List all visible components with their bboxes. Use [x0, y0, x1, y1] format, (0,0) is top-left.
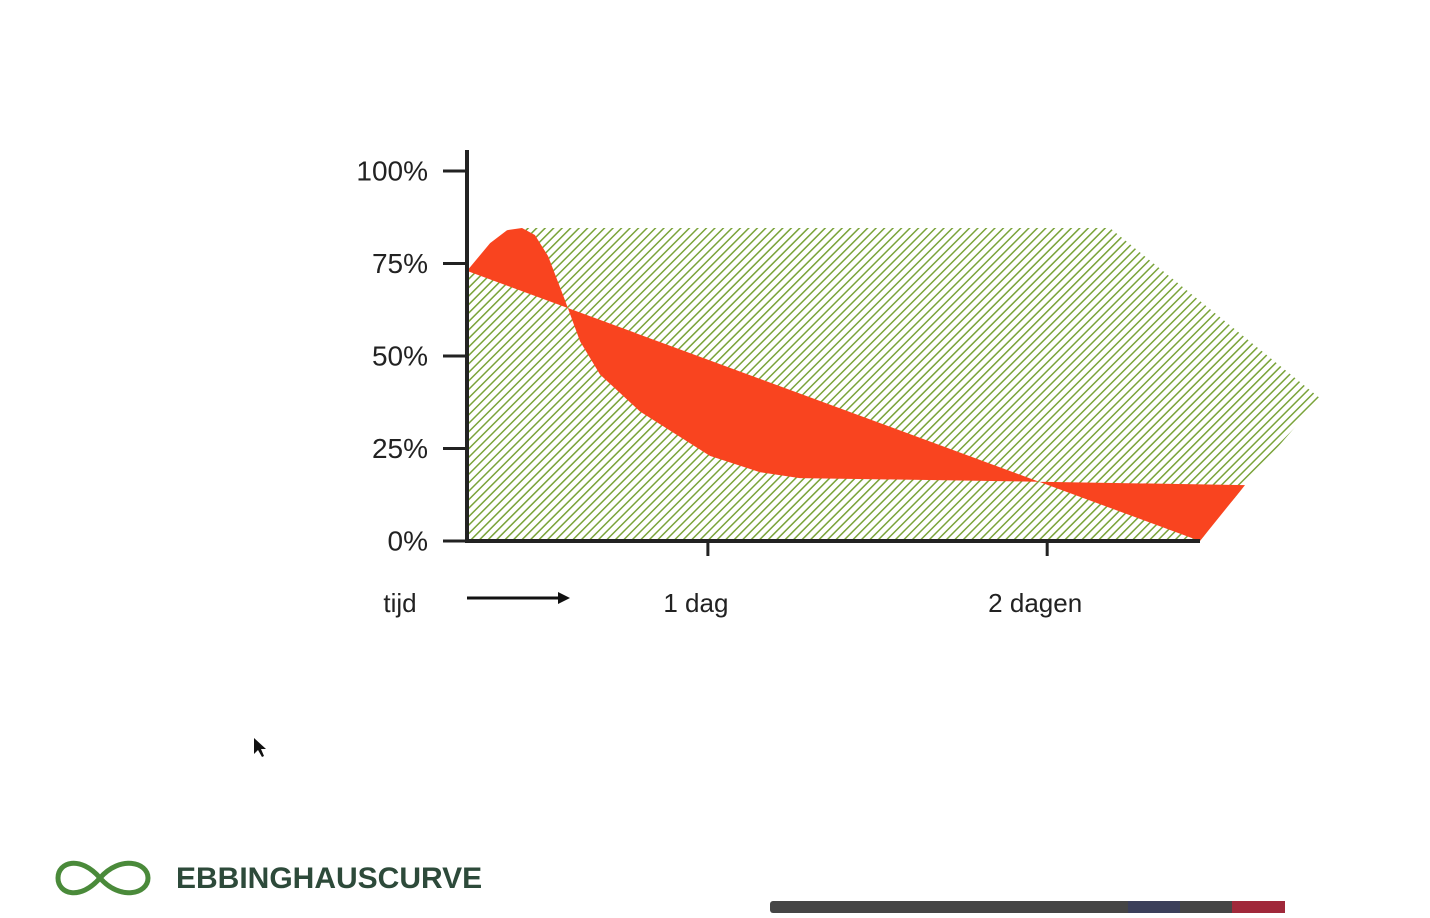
area: [467, 228, 1320, 541]
x-axis-label: tijd: [383, 588, 416, 618]
y-tick-label: 0%: [388, 525, 428, 556]
brand-name: EBBINGHAUSCURVE: [176, 862, 482, 895]
y-tick-label: 25%: [372, 433, 428, 464]
bottom-bar: [770, 901, 1285, 913]
plot: 0% 25% 50% 75% 100% 1 dag 2 dagen: [356, 150, 1320, 618]
y-tick-label: 50%: [372, 340, 428, 371]
time-arrow: [467, 592, 570, 604]
cursor: [254, 738, 266, 757]
area: [467, 228, 1245, 541]
x-tick-label: 1 dag: [663, 588, 728, 618]
y-tick-label: 100%: [356, 155, 428, 186]
y-tick-label: 75%: [372, 248, 428, 279]
x-tick-label: 2 dagen: [988, 588, 1082, 618]
logo: EBBINGHAUSCURVE: [55, 860, 482, 896]
